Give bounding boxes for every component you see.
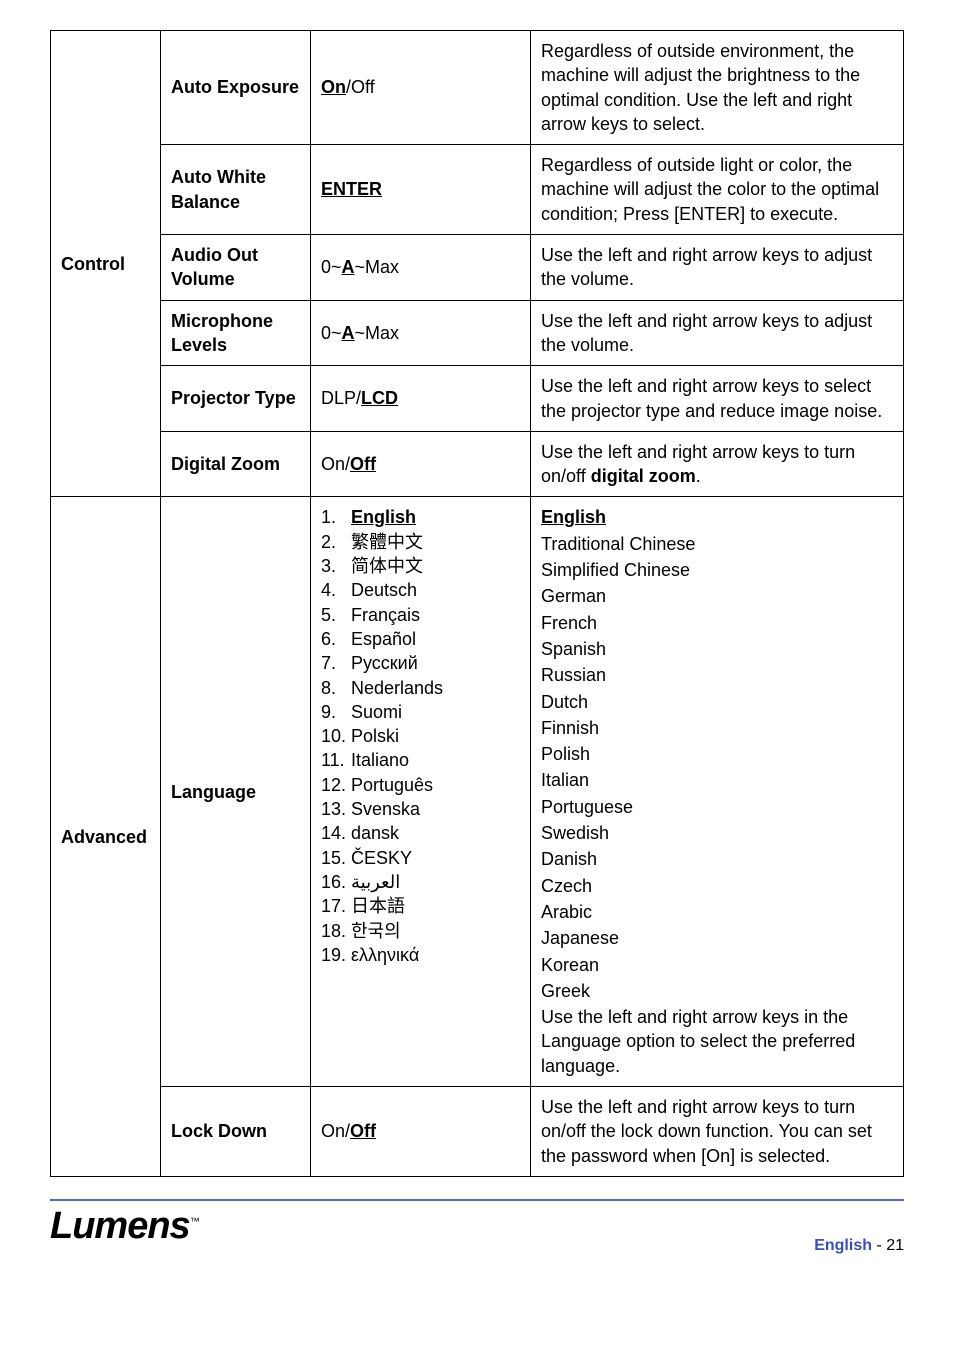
setting-auto-white-balance-label: Auto White Balance — [161, 145, 311, 235]
group-advanced-label: Advanced — [51, 497, 161, 1176]
language-english-item: Arabic — [541, 900, 893, 924]
language-english-item: Dutch — [541, 690, 893, 714]
language-native-item: 4.Deutsch — [321, 578, 520, 602]
setting-lock-down-label: Lock Down — [161, 1086, 311, 1176]
language-native-item: 3.简体中文 — [321, 554, 520, 578]
setting-audio-out-volume-label: Audio Out Volume — [161, 235, 311, 301]
language-native-item: 13.Svenska — [321, 797, 520, 821]
setting-audio-out-volume-desc: Use the left and right arrow keys to adj… — [531, 235, 904, 301]
language-native-item: 7.Русский — [321, 651, 520, 675]
setting-microphone-levels-value: 0~A~Max — [311, 300, 531, 366]
setting-projector-type-label: Projector Type — [161, 366, 311, 432]
setting-language-footer: Use the left and right arrow keys in the… — [541, 1005, 893, 1078]
language-native-item: 17.日本語 — [321, 894, 520, 918]
language-native-item: 16.العربية — [321, 870, 520, 894]
page-number-value: 21 — [886, 1237, 904, 1254]
language-native-item: 8.Nederlands — [321, 676, 520, 700]
language-native-item: 9.Suomi — [321, 700, 520, 724]
setting-digital-zoom-value: On/Off — [311, 431, 531, 497]
language-native-item: 11.Italiano — [321, 748, 520, 772]
page-footer: Lumens™ English - 21 — [50, 1199, 904, 1256]
language-english-item: Russian — [541, 663, 893, 687]
language-english-item: French — [541, 611, 893, 635]
language-english-item: Czech — [541, 874, 893, 898]
settings-table: Control Auto Exposure On/Off Regardless … — [50, 30, 904, 1177]
language-native-item: 1.English — [321, 505, 520, 529]
language-english-item: Danish — [541, 847, 893, 871]
page-number: English - 21 — [814, 1235, 904, 1257]
setting-auto-exposure-label: Auto Exposure — [161, 31, 311, 145]
setting-auto-white-balance-value: ENTER — [311, 145, 531, 235]
setting-digital-zoom-label: Digital Zoom — [161, 431, 311, 497]
language-english-item: German — [541, 584, 893, 608]
brand-logo-text: Lumens — [50, 1205, 190, 1247]
language-native-item: 12.Português — [321, 773, 520, 797]
language-native-item: 18.한국의 — [321, 919, 520, 943]
language-english-item: Italian — [541, 768, 893, 792]
setting-auto-exposure-value: On/Off — [311, 31, 531, 145]
page-language-label: English — [814, 1237, 872, 1254]
setting-audio-out-volume-value: 0~A~Max — [311, 235, 531, 301]
language-english-item: Portuguese — [541, 795, 893, 819]
language-native-item: 6.Español — [321, 627, 520, 651]
language-english-item: Greek — [541, 979, 893, 1003]
trademark-symbol: ™ — [190, 1216, 200, 1227]
setting-language-label: Language — [161, 497, 311, 1087]
language-native-item: 10.Polski — [321, 724, 520, 748]
language-native-item: 14.dansk — [321, 821, 520, 845]
setting-projector-type-desc: Use the left and right arrow keys to sel… — [531, 366, 904, 432]
setting-projector-type-value: DLP/LCD — [311, 366, 531, 432]
setting-language-english-list: English Traditional ChineseSimplified Chi… — [531, 497, 904, 1087]
language-english-item: Traditional Chinese — [541, 532, 893, 556]
setting-microphone-levels-desc: Use the left and right arrow keys to adj… — [531, 300, 904, 366]
language-native-item: 5.Français — [321, 603, 520, 627]
language-english-item: Swedish — [541, 821, 893, 845]
language-native-item: 2.繁體中文 — [321, 530, 520, 554]
setting-lock-down-desc: Use the left and right arrow keys to tur… — [531, 1086, 904, 1176]
language-english-item: Japanese — [541, 926, 893, 950]
page-separator: - — [872, 1237, 886, 1254]
setting-microphone-levels-label: Microphone Levels — [161, 300, 311, 366]
group-control-label: Control — [51, 31, 161, 497]
setting-auto-white-balance-desc: Regardless of outside light or color, th… — [531, 145, 904, 235]
language-english-item: Finnish — [541, 716, 893, 740]
setting-lock-down-value: On/Off — [311, 1086, 531, 1176]
language-english-item: English — [541, 505, 893, 529]
setting-language-native-list: 1.English2.繁體中文3.简体中文4.Deutsch5.Français… — [311, 497, 531, 1087]
language-native-item: 15.ČESKY — [321, 846, 520, 870]
language-english-item: Polish — [541, 742, 893, 766]
language-english-item: Korean — [541, 953, 893, 977]
language-native-item: 19.ελληνικά — [321, 943, 520, 967]
setting-auto-exposure-desc: Regardless of outside environment, the m… — [531, 31, 904, 145]
brand-logo: Lumens™ — [50, 1201, 200, 1252]
language-english-item: Simplified Chinese — [541, 558, 893, 582]
language-english-item: Spanish — [541, 637, 893, 661]
setting-digital-zoom-desc: Use the left and right arrow keys to tur… — [531, 431, 904, 497]
